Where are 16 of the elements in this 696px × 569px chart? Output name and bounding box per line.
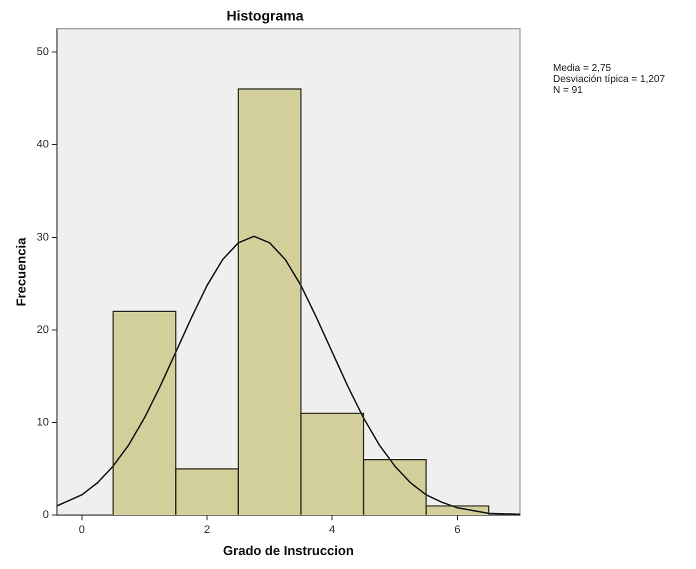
y-tick-label: 10 <box>36 416 49 429</box>
y-tick-label: 50 <box>36 46 49 58</box>
y-tick-label: 20 <box>36 324 49 336</box>
chart-title: Histograma <box>226 7 304 24</box>
text: N = 91 <box>553 85 584 96</box>
y-tick-label: 30 <box>36 231 49 244</box>
text: Desviación típica = 1,207 <box>553 74 666 85</box>
x-axis-title: Grado de Instruccion <box>223 542 354 558</box>
x-tick-label: 4 <box>329 524 336 536</box>
x-tick-label: 6 <box>454 524 460 536</box>
y-axis-title: Frecuencia <box>13 236 28 306</box>
x-tick-label: 0 <box>78 524 85 536</box>
y-tick-label: 0 <box>42 509 49 522</box>
text: Media = 2,75 <box>553 63 612 74</box>
x-tick-label: 2 <box>204 524 210 536</box>
y-tick-label: 40 <box>36 138 49 151</box>
